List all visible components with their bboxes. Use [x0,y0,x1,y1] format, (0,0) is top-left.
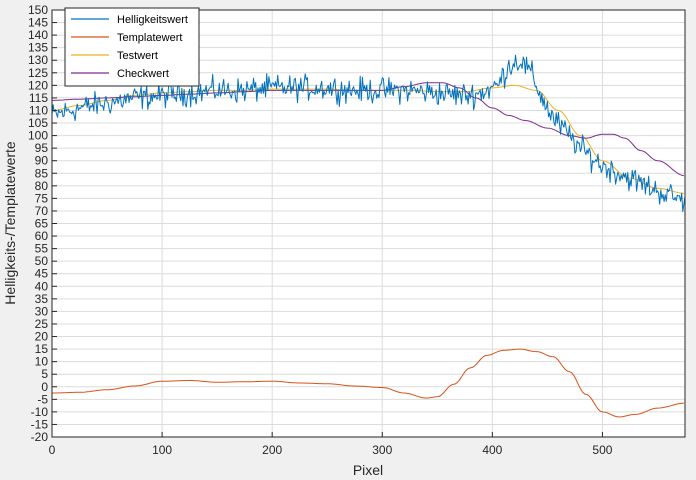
x-tick-label: 0 [49,443,56,457]
legend-entry: Helligkeitswert [117,14,188,26]
y-tick-label: 50 [35,254,49,268]
y-tick-label: 85 [35,166,49,180]
y-tick-label: 95 [35,141,49,155]
y-tick-label: -10 [31,405,49,419]
y-tick-label: 5 [41,367,48,381]
ticks: -20-15-10-505101520253035404550556065707… [28,3,613,457]
x-tick-label: 400 [482,443,502,457]
y-tick-label: 25 [35,317,49,331]
y-tick-label: 90 [35,154,49,168]
series-line-helligkeitswert [51,54,686,213]
y-tick-label: 20 [35,330,49,344]
y-tick-label: 75 [35,191,49,205]
y-tick-label: 110 [29,103,48,117]
y-tick-label: 125 [28,66,48,80]
series-line-templatewert [52,348,684,418]
y-tick-label: 100 [28,129,48,143]
y-tick-label: -15 [31,417,49,431]
y-tick-label: 60 [35,229,49,243]
x-axis-label: Pixel [353,462,383,478]
y-tick-label: 115 [29,91,48,105]
y-tick-label: 145 [28,16,48,30]
y-tick-label: 35 [35,292,49,306]
x-tick-label: 300 [372,443,392,457]
x-tick-label: 100 [152,443,172,457]
y-tick-label: 55 [35,242,49,256]
y-tick-label: 80 [35,179,49,193]
y-tick-label: 30 [35,304,49,318]
y-axis-label: Helligkeits-/Templatewerte [2,141,18,305]
y-tick-label: 130 [28,53,48,67]
series-layer [51,54,686,418]
y-tick-label: 40 [35,279,49,293]
y-tick-label: 70 [35,204,49,218]
series-line-checkwert [52,82,685,177]
x-tick-label: 500 [592,443,612,457]
legend: Helligkeitswert Templatewert Testwert Check… [64,7,200,87]
legend-entry: Testwert [117,50,158,62]
y-tick-label: 105 [28,116,48,130]
y-tick-label: -20 [31,430,49,444]
y-tick-label: 45 [35,267,49,281]
legend-entry: Templatewert [117,32,182,44]
y-tick-label: 0 [41,380,48,394]
y-tick-label: 15 [35,342,49,356]
y-tick-label: 10 [35,355,49,369]
y-tick-label: 150 [28,3,48,17]
y-tick-label: -5 [37,392,48,406]
x-tick-label: 200 [262,443,282,457]
legend-entry: Checkwert [117,68,169,80]
y-tick-label: 120 [28,78,48,92]
y-tick-label: 140 [28,28,48,42]
y-tick-label: 135 [28,41,48,55]
y-tick-label: 65 [35,217,49,231]
